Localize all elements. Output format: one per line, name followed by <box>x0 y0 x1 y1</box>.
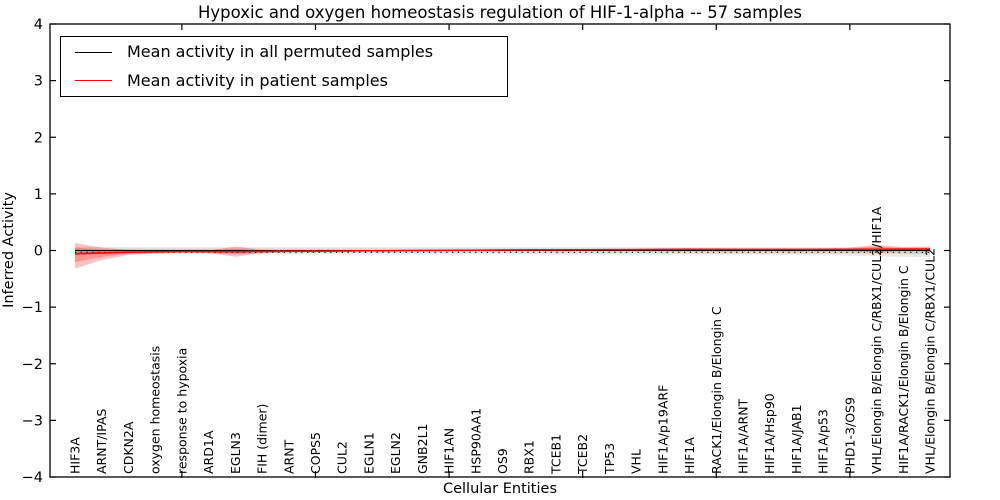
x-category-label: COPS5 <box>308 432 323 474</box>
x-category-label: HIF1A/p53 <box>816 409 831 474</box>
x-category-label: HIF1AN <box>442 428 457 474</box>
x-category-label: OS9 <box>495 448 510 474</box>
y-tick-label: 0 <box>34 244 43 260</box>
y-tick-label: −2 <box>22 357 43 373</box>
y-tick-label: 3 <box>34 74 43 90</box>
x-category-label: HIF1A/ARNT <box>735 398 750 474</box>
x-category-label: VHL <box>629 449 644 474</box>
x-category-label: TCEB1 <box>548 434 563 475</box>
x-category-label: EGLN2 <box>388 432 403 474</box>
y-tick-label: 2 <box>34 130 43 146</box>
x-category-label: ARD1A <box>201 430 216 474</box>
axes-frame <box>49 23 951 478</box>
x-category-label: FIH (dimer) <box>255 404 270 474</box>
x-category-label: CUL2 <box>335 441 350 474</box>
x-category-label: RBX1 <box>522 440 537 474</box>
x-category-label: EGLN1 <box>361 432 376 474</box>
x-category-label: HIF1A/RACK1/Elongin B/Elongin C <box>896 265 911 474</box>
patient-mean-line <box>74 248 931 255</box>
x-category-label: VHL/Elongin B/Elongin C/RBX1/CUL2 <box>923 248 938 474</box>
legend-entry-label: Mean activity in patient samples <box>127 70 388 90</box>
x-category-label: response to hypoxia <box>174 348 189 474</box>
chart-title: Hypoxic and oxygen homeostasis regulatio… <box>197 3 803 22</box>
x-category-label: GNB2L1 <box>415 424 430 474</box>
x-category-label: CDKN2A <box>121 421 136 474</box>
x-category-label: PHD1-3/OS9 <box>842 397 857 474</box>
legend-entry-label: Mean activity in all permuted samples <box>127 42 434 62</box>
x-axis-label: Cellular Entities <box>442 481 558 497</box>
y-tick-label: 4 <box>34 17 43 33</box>
x-category-label: ARNT/IPAS <box>94 409 109 474</box>
x-category-label: HIF1A/Hsp90 <box>762 393 777 474</box>
y-tick-label: −3 <box>22 413 43 429</box>
legend-entry-patient: Mean activity in patient samples <box>61 67 507 94</box>
x-category-label: HIF1A/JAB1 <box>789 404 804 474</box>
y-tick-label: −1 <box>22 300 43 316</box>
x-category-label: oxygen homeostasis <box>148 346 163 474</box>
y-tick-label: −4 <box>22 470 43 486</box>
x-category-label: ARNT <box>281 439 296 474</box>
patient-std-band-outer <box>75 243 930 269</box>
x-category-label: TCEB2 <box>575 434 590 475</box>
patient-line-swatch <box>75 80 112 82</box>
y-tick-label: 1 <box>34 187 43 203</box>
x-category-label: HIF1A <box>682 437 697 474</box>
legend: Mean activity in all permuted samples Me… <box>60 36 508 97</box>
x-category-label: TP53 <box>602 443 617 475</box>
legend-entry-permuted: Mean activity in all permuted samples <box>61 39 507 66</box>
x-category-label: RACK1/Elongin B/Elongin C <box>709 306 724 474</box>
permuted-line-swatch <box>75 51 112 53</box>
y-axis-label: Inferred Activity <box>1 192 17 308</box>
x-category-label: HSP90AA1 <box>468 408 483 474</box>
x-category-label: VHL/Elongin B/Elongin C/RBX1/CUL2/HIF1A <box>869 206 884 474</box>
x-category-label: HIF1A/p19ARF <box>655 385 670 474</box>
x-category-label: EGLN3 <box>228 432 243 474</box>
x-category-label: HIF3A <box>68 437 83 474</box>
